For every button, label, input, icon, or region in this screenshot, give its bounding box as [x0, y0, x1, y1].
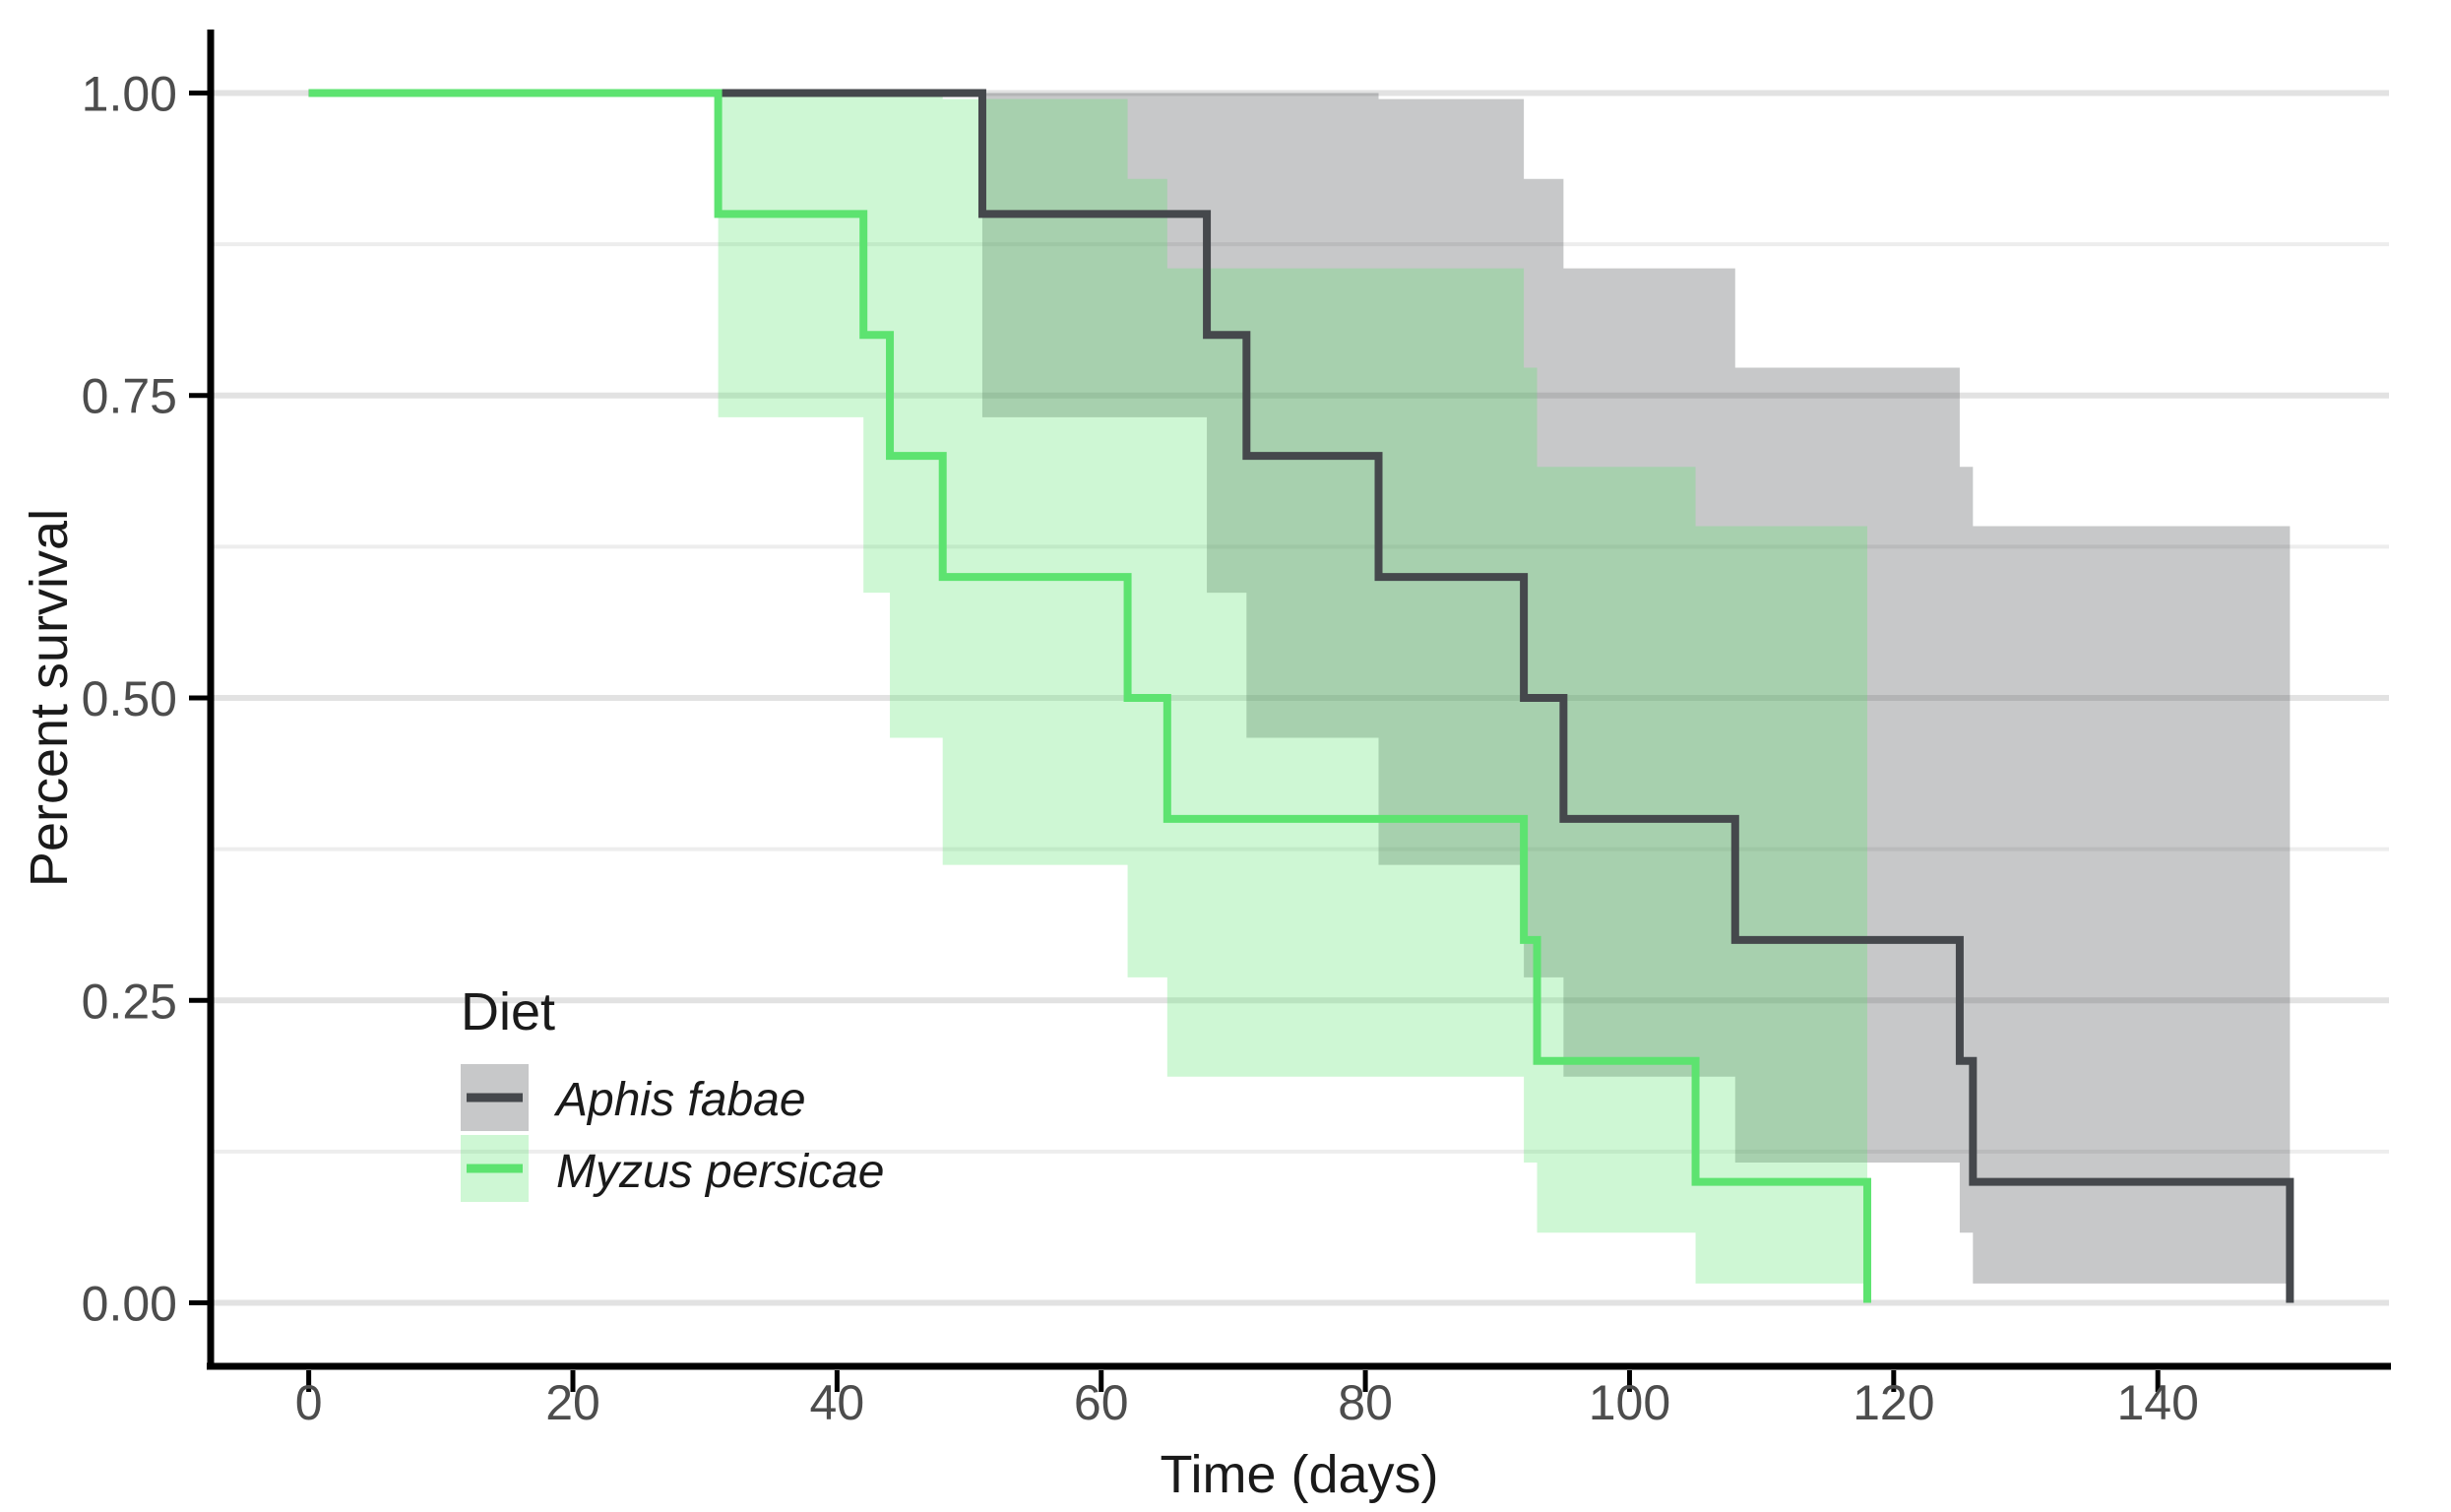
x-axis-title: Time (days) [1160, 1445, 1438, 1504]
y-tick-label-1.00: 1.00 [82, 66, 177, 121]
x-tick-label-40: 40 [810, 1375, 865, 1430]
legend-label-myzus-persicae: Myzus persicae [556, 1146, 884, 1198]
myzus-persicae-ci-ribbon [718, 93, 1867, 1284]
legend: Diet Aphis fabae Myzus persicae [461, 982, 884, 1202]
legend-entry-myzus-persicae: Myzus persicae [461, 1135, 884, 1202]
y-tick-label-0.00: 0.00 [82, 1277, 177, 1332]
myzus-persicae-survival-curve [308, 89, 1871, 1303]
axes-group [189, 30, 2391, 1392]
y-tick-label-0.25: 0.25 [82, 974, 177, 1029]
x-tick-label-100: 100 [1589, 1375, 1670, 1430]
x-tick-label-0: 0 [295, 1375, 323, 1430]
x-tick-label-20: 20 [545, 1375, 600, 1430]
x-tick-label-80: 80 [1338, 1375, 1393, 1430]
x-tick-label-60: 60 [1074, 1375, 1129, 1430]
survival-curves-group [308, 89, 2294, 1303]
y-axis-title: Percent survival [20, 509, 79, 887]
y-tick-label-0.75: 0.75 [82, 369, 177, 424]
x-tick-label-120: 120 [1853, 1375, 1934, 1430]
legend-entry-aphis-fabae: Aphis fabae [461, 1064, 806, 1131]
gridlines-group [210, 90, 2389, 1306]
tick-labels-group: 1.00 0.75 0.50 0.25 0.00 0 20 40 60 80 100 120 140 [82, 66, 2199, 1430]
aphis-fabae-survival-curve [308, 89, 2294, 1303]
legend-label-aphis-fabae: Aphis fabae [553, 1074, 806, 1126]
y-tick-label-0.50: 0.50 [82, 671, 177, 726]
x-tick-label-140: 140 [2116, 1375, 2198, 1430]
legend-title: Diet [461, 982, 555, 1041]
